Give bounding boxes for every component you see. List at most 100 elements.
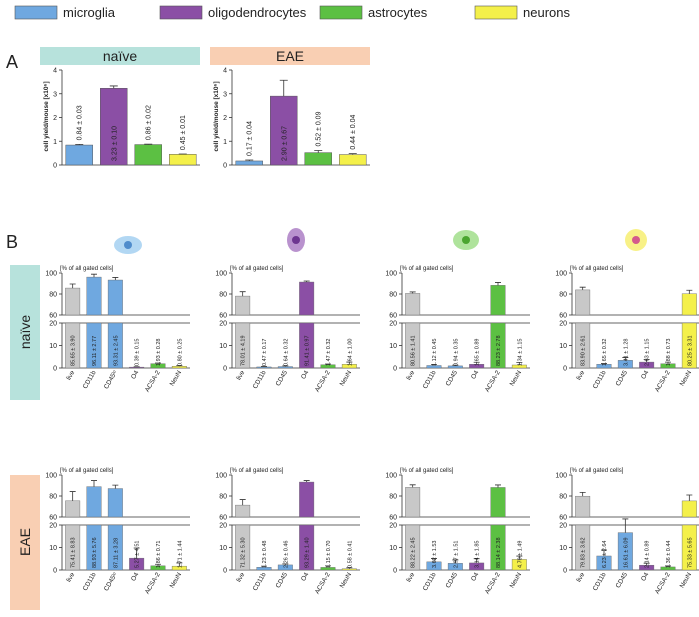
y-tick-label: 20	[219, 321, 227, 328]
y-tick-label: 60	[219, 515, 227, 522]
bar-upper	[405, 293, 421, 316]
y-tick-label: 100	[385, 271, 397, 278]
bar	[107, 488, 123, 571]
error-bar	[346, 361, 353, 365]
value-label: 1.65 ± 0.32	[602, 339, 608, 366]
bar-upper	[86, 276, 102, 316]
value-label: 0.52 ± 0.09	[316, 111, 323, 146]
value-label: 0.64 ± 0.32	[283, 339, 289, 366]
error-bar	[686, 289, 693, 294]
x-tick-label: CD11b	[422, 369, 438, 390]
y-tick-label: 3	[223, 91, 227, 98]
y-tick-label: 60	[219, 313, 227, 320]
bar	[575, 289, 591, 369]
y-tick-label: 100	[215, 271, 227, 278]
value-label: 3.23 ± 0.10	[111, 126, 118, 161]
y-tick-label: 20	[389, 523, 397, 530]
bar	[405, 487, 421, 571]
bar-lower	[405, 322, 421, 369]
x-tick-label: CD45	[275, 571, 290, 589]
value-label: 1.64 ± 1.00	[347, 339, 353, 366]
error-bar	[133, 547, 140, 559]
x-tick-label: live	[235, 369, 246, 381]
y-axis-label: cell yield/mouse [x10⁶]	[213, 81, 220, 151]
error-bar	[579, 491, 586, 497]
y-tick-label: 0	[563, 366, 567, 373]
error-bar	[155, 362, 161, 364]
y-tick-label: 10	[219, 545, 227, 552]
title-box	[40, 47, 200, 65]
x-tick-label: NeuN	[169, 369, 184, 387]
bar-lower	[256, 366, 272, 369]
panel-label: A	[6, 52, 18, 72]
value-label: 0.84 ± 0.03	[77, 105, 84, 140]
x-tick-label: ACSA-2	[654, 369, 672, 393]
y-tick-label: 1	[53, 139, 57, 146]
error-bar	[473, 361, 480, 365]
error-bar	[643, 359, 650, 363]
bar-lower	[235, 524, 251, 571]
legend-swatch	[14, 5, 58, 20]
bar-upper	[235, 504, 251, 518]
error-bar	[686, 494, 693, 501]
value-label: 0.94 ± 0.35	[453, 339, 459, 366]
y-axis-label: [% of all gated cells]	[570, 468, 624, 474]
error-bar	[495, 484, 501, 488]
row-label: EAE	[17, 528, 33, 556]
value-label: 75.41 ± 8.83	[71, 537, 77, 568]
error-bar	[665, 565, 671, 567]
y-tick-label: 100	[555, 271, 567, 278]
bar	[235, 295, 251, 369]
x-tick-label: NeuN	[169, 571, 184, 589]
error-bar	[176, 562, 183, 567]
value-label: 2.90 ± 0.67	[281, 126, 288, 161]
y-tick-label: 10	[49, 545, 57, 552]
error-bar	[431, 558, 437, 562]
x-tick-label: O4	[130, 369, 141, 380]
bar-upper	[107, 488, 123, 518]
x-tick-label: NeuN	[679, 571, 694, 589]
x-tick-label: CD11b	[82, 571, 98, 592]
x-tick-label: O4	[640, 369, 651, 380]
value-label: 78.01 ± 4.19	[241, 335, 247, 366]
y-tick-label: 20	[49, 523, 57, 530]
bar	[86, 276, 102, 369]
value-label: 88.23 ± 2.78	[496, 335, 502, 366]
x-tick-label: ACSA-2	[314, 369, 332, 393]
x-tick-label: live	[65, 571, 76, 583]
value-label: 0.80 ± 0.25	[177, 339, 183, 366]
error-bar	[245, 159, 254, 161]
x-tick-label: CD45	[615, 571, 630, 589]
error-bar	[409, 484, 416, 488]
value-label: 3.62 ± 1.53	[432, 541, 438, 568]
y-tick-label: 20	[389, 321, 397, 328]
value-label: 0.86 ± 0.02	[146, 105, 153, 140]
value-label: 88.93 ± 5.76	[92, 537, 98, 568]
x-tick-label: CD45ˡᵒ	[103, 369, 119, 390]
x-tick-label: CD45ˡᵒ	[103, 571, 119, 592]
error-bar	[239, 291, 246, 297]
error-bar	[495, 282, 501, 286]
y-tick-label: 10	[559, 343, 567, 350]
y-tick-label: 2	[53, 115, 57, 122]
value-label: 0.58 ± 0.41	[347, 541, 353, 568]
error-bar	[579, 286, 586, 290]
y-tick-label: 10	[219, 343, 227, 350]
bar-lower	[405, 524, 421, 571]
error-bar	[452, 559, 459, 564]
bar-upper	[65, 287, 81, 316]
error-bar	[69, 491, 76, 501]
bar	[575, 495, 591, 571]
y-tick-label: 0	[223, 568, 227, 575]
bar	[129, 366, 145, 369]
bar	[299, 481, 315, 571]
value-label: 1.86 ± 0.71	[156, 541, 162, 568]
y-tick-label: 0	[53, 163, 57, 170]
error-bar	[112, 277, 119, 281]
x-tick-label: ACSA-2	[484, 369, 502, 393]
value-label: 1.34 ± 1.15	[517, 339, 523, 366]
y-tick-label: 20	[49, 321, 57, 328]
error-bar	[325, 363, 331, 365]
x-tick-label: O4	[470, 369, 481, 380]
value-label: 93.29 ± 1.40	[305, 537, 311, 568]
